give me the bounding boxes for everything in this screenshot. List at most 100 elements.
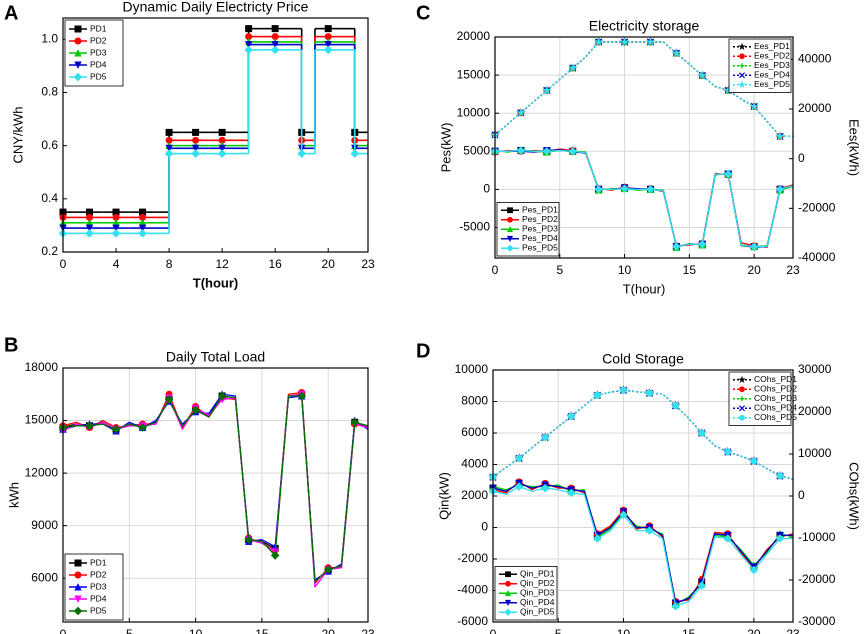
marker (297, 149, 306, 158)
panel-label: C (416, 2, 430, 24)
marker (111, 229, 121, 238)
marker (74, 49, 82, 57)
marker (749, 101, 759, 111)
marker (111, 425, 121, 434)
marker (244, 45, 253, 55)
marker (568, 63, 578, 72)
marker (504, 599, 512, 607)
legend-label: PD3 (90, 47, 107, 57)
marker (505, 580, 511, 587)
marker (698, 240, 707, 249)
legend-label: Qin_PD3 (520, 588, 555, 598)
marker (73, 606, 83, 616)
marker (620, 184, 629, 193)
marker (505, 571, 511, 578)
x-tick-label: 0 (490, 627, 497, 634)
plot-frame (62, 17, 369, 253)
legend-label: COhs_PD3 (754, 393, 797, 403)
y-tick-label: 6000 (461, 425, 488, 439)
marker (776, 472, 784, 480)
y-tick-label: -5000 (459, 220, 490, 234)
marker (775, 131, 785, 141)
series-line (62, 393, 369, 583)
y-tick-label: 15000 (25, 413, 59, 427)
x-tick-label: 5 (556, 263, 563, 277)
marker (191, 405, 200, 415)
marker (739, 53, 745, 60)
marker (244, 41, 253, 49)
plot-frame (62, 367, 369, 623)
x-tick-label: 0 (60, 627, 67, 634)
marker (138, 423, 147, 432)
legend-box (728, 371, 792, 426)
y-tick-label: 5000 (463, 143, 490, 157)
legend-label: Ees_PD5 (754, 79, 790, 89)
legend-label: COhs_PD4 (754, 403, 797, 413)
y-tick-label: 0.2 (41, 244, 58, 258)
marker (671, 601, 680, 611)
panel-label: B (4, 334, 18, 356)
marker (323, 565, 333, 574)
marker (723, 534, 733, 543)
marker (671, 48, 681, 58)
marker (739, 386, 745, 393)
y-tick-label: 1.0 (41, 31, 58, 45)
marker (217, 391, 227, 401)
marker (74, 595, 82, 603)
marker (324, 33, 332, 41)
marker (739, 414, 745, 421)
legend-label: PD5 (90, 71, 107, 81)
chart-title: Electricity storage (589, 18, 700, 34)
legend-label: PD4 (90, 59, 107, 69)
marker (723, 169, 733, 179)
legend-label: Pes_PD3 (522, 224, 558, 234)
marker (567, 412, 575, 420)
x-tick-label: 10 (618, 263, 632, 277)
y-tick-label: 15000 (457, 67, 491, 81)
marker (139, 208, 147, 216)
x-tick-label: 23 (361, 627, 375, 634)
marker (506, 225, 514, 233)
marker (540, 483, 550, 493)
legend-label: PD3 (90, 581, 107, 591)
marker (750, 457, 758, 465)
marker (775, 185, 785, 194)
marker (541, 433, 549, 441)
y-tick-label: -6000 (457, 614, 488, 628)
marker (738, 42, 746, 51)
y-tick-label: 4000 (461, 457, 488, 471)
marker (594, 185, 603, 194)
legend-label: Pes_PD5 (522, 243, 558, 253)
marker (738, 375, 746, 384)
marker (323, 45, 333, 55)
marker (749, 565, 759, 575)
marker (506, 244, 514, 252)
y-tick-label: 0 (481, 520, 488, 534)
y-axis-label: Pes(kW) (438, 123, 453, 173)
legend-label: COhs_PD5 (754, 412, 797, 422)
y2-tick-label: -20000 (798, 572, 836, 586)
y2-tick-label: 40000 (798, 52, 832, 66)
x-tick-label: 15 (255, 627, 269, 634)
marker (112, 224, 120, 232)
y-axis-label: kWh (6, 482, 21, 508)
y2-tick-label: 30000 (798, 362, 832, 376)
marker (672, 242, 681, 251)
marker (74, 25, 82, 33)
x-tick-label: 8 (166, 257, 173, 271)
marker (749, 242, 759, 251)
y-tick-label: 10000 (455, 362, 489, 376)
marker (593, 391, 601, 399)
y-tick-label: 0 (483, 182, 490, 196)
series-line (492, 482, 793, 604)
marker (619, 510, 628, 520)
x-tick-label: 0 (60, 257, 67, 271)
marker (672, 402, 680, 410)
marker (218, 136, 226, 144)
legend-label: PD5 (90, 605, 107, 615)
legend-label: PD1 (90, 557, 107, 567)
plot-frame (494, 36, 794, 259)
y-tick-label: 0.8 (41, 85, 58, 99)
x-axis-label: T(hour) (193, 275, 238, 290)
